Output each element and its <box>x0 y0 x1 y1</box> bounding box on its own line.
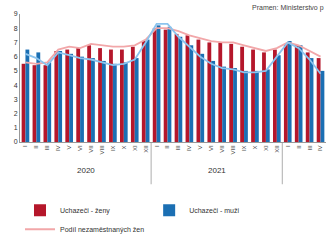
svg-text:Pramen: Ministerstvo p: Pramen: Ministerstvo p <box>252 4 324 12</box>
svg-text:Uchazeči - ženy: Uchazeči - ženy <box>60 207 110 215</box>
svg-text:X: X <box>252 145 258 149</box>
svg-text:I: I <box>22 145 28 147</box>
svg-text:1: 1 <box>14 124 18 131</box>
svg-text:I: I <box>154 145 160 147</box>
svg-text:XI: XI <box>263 145 269 151</box>
svg-text:IV: IV <box>317 145 323 151</box>
svg-text:XII: XII <box>274 145 280 153</box>
svg-text:Uchazeči - muži: Uchazeči - muži <box>189 207 239 214</box>
svg-text:5: 5 <box>14 67 18 74</box>
svg-text:III: III <box>175 145 181 150</box>
svg-text:9: 9 <box>14 10 18 17</box>
svg-text:III: III <box>307 145 313 150</box>
svg-text:6: 6 <box>14 53 18 60</box>
svg-text:VIII: VIII <box>99 145 105 154</box>
svg-text:3: 3 <box>14 96 18 103</box>
svg-text:VI: VI <box>208 145 214 151</box>
svg-text:VII: VII <box>219 145 225 153</box>
svg-text:2: 2 <box>14 110 18 117</box>
svg-text:IV: IV <box>186 145 192 151</box>
svg-text:II: II <box>33 145 39 149</box>
svg-text:V: V <box>66 145 72 149</box>
svg-text:II: II <box>296 145 302 149</box>
svg-text:0: 0 <box>14 138 18 145</box>
svg-text:IX: IX <box>241 145 247 151</box>
svg-text:7: 7 <box>14 39 18 46</box>
svg-text:IX: IX <box>110 145 116 151</box>
svg-text:2021: 2021 <box>208 166 226 175</box>
svg-text:III: III <box>44 145 50 150</box>
svg-text:I: I <box>285 145 291 147</box>
svg-text:XII: XII <box>143 145 149 153</box>
svg-text:VIII: VIII <box>230 145 236 154</box>
svg-text:IV: IV <box>55 145 61 151</box>
svg-text:VII: VII <box>88 145 94 153</box>
svg-text:XI: XI <box>132 145 138 151</box>
svg-text:8: 8 <box>14 25 18 32</box>
svg-text:X: X <box>121 145 127 149</box>
svg-text:2020: 2020 <box>77 166 95 175</box>
svg-text:V: V <box>197 145 203 149</box>
svg-text:II: II <box>164 145 170 149</box>
svg-text:Podíl nezaměstnaných žen: Podíl nezaměstnaných žen <box>60 226 144 234</box>
svg-text:4: 4 <box>14 82 18 89</box>
svg-text:VI: VI <box>77 145 83 151</box>
